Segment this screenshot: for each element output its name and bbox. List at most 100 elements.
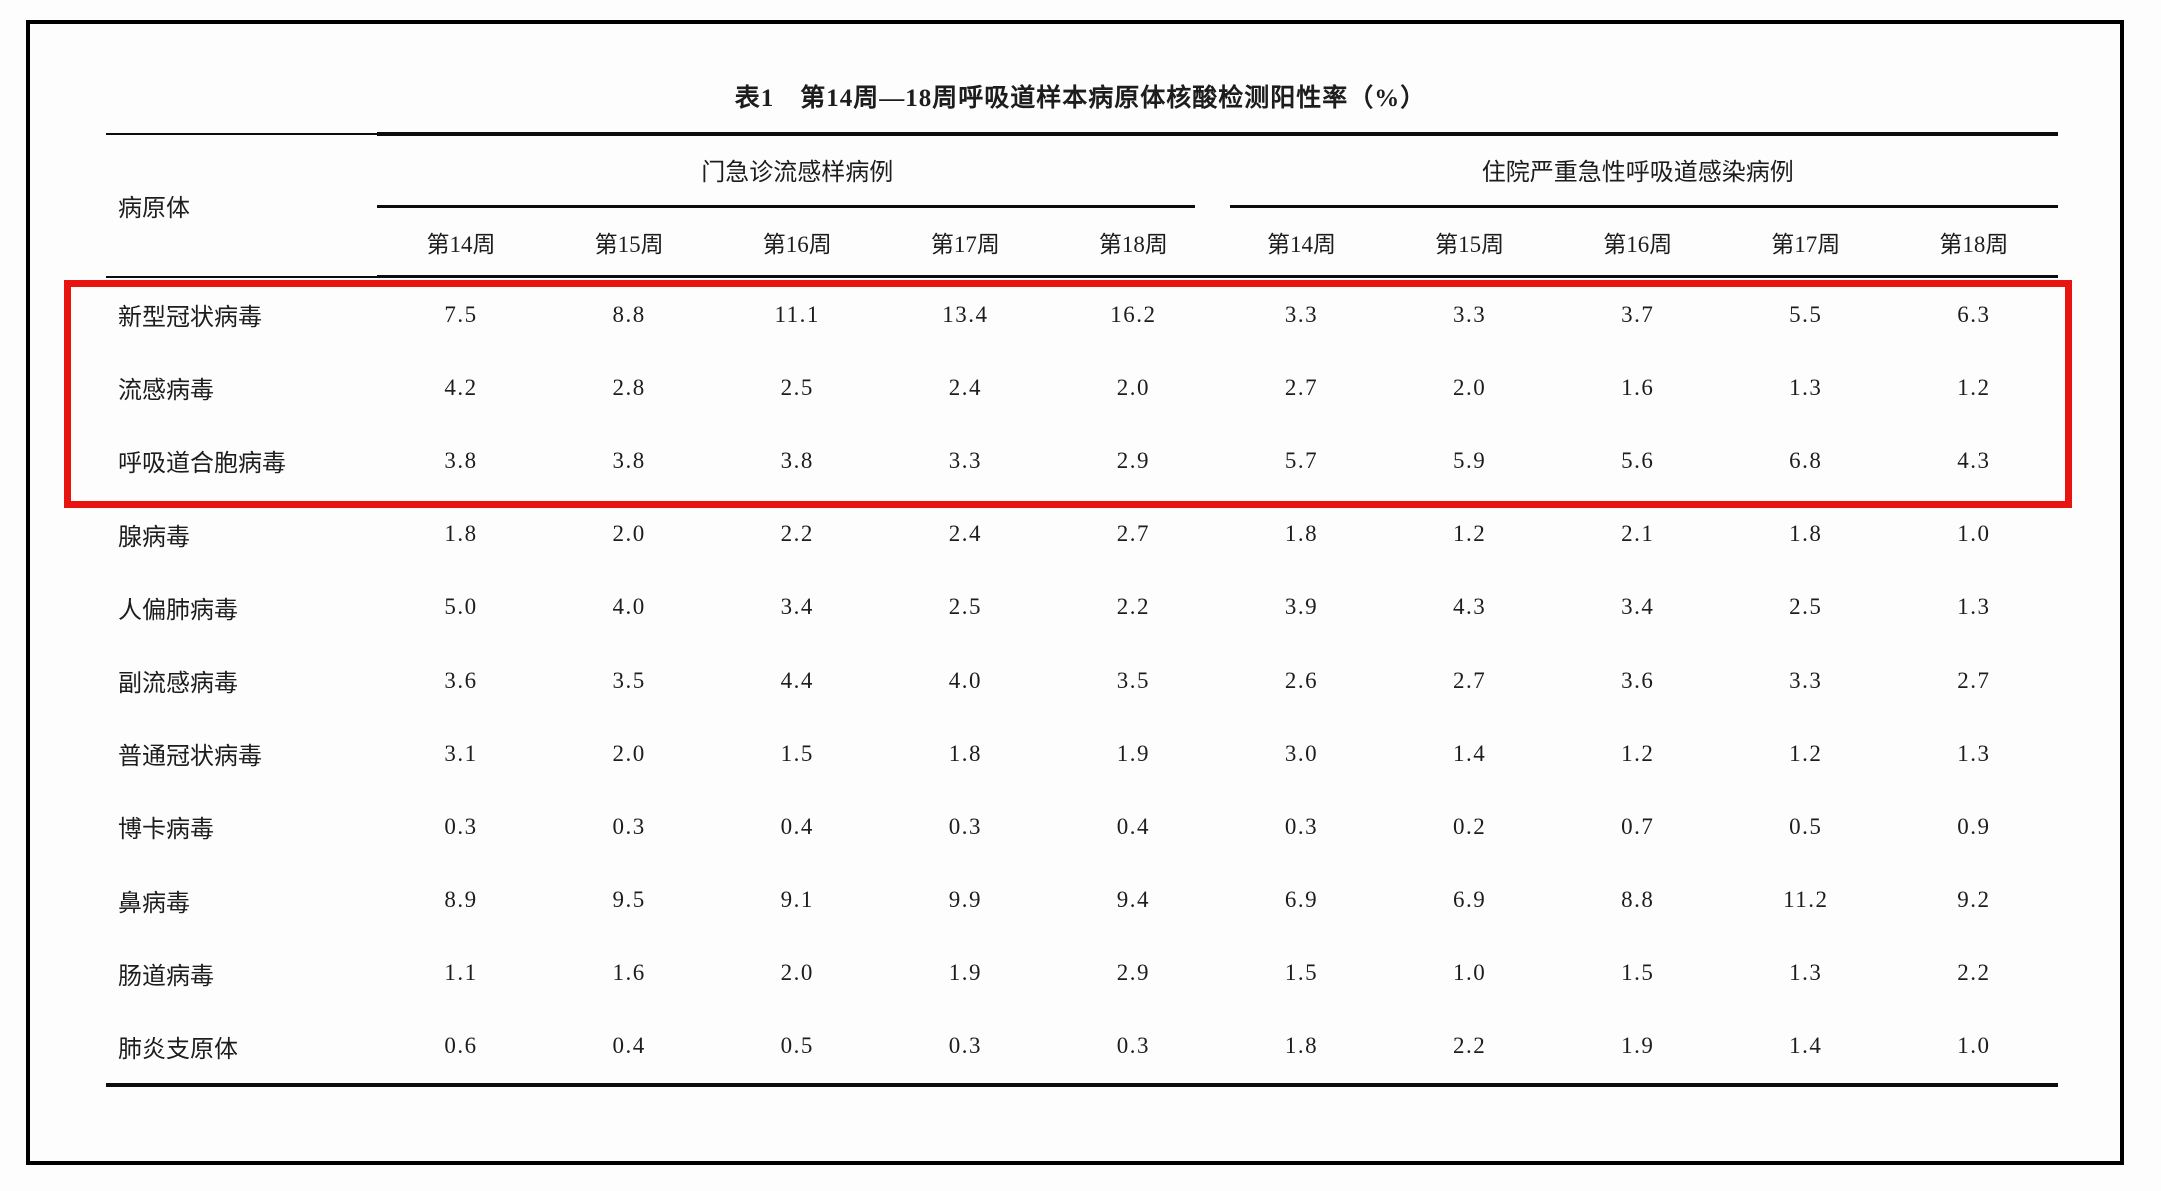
- value-cell: 0.3: [1284, 813, 1319, 839]
- value-cell: 6.3: [1957, 301, 1991, 327]
- value-cell: 1.9: [948, 960, 982, 986]
- pathogen-cell: 腺病毒: [118, 524, 190, 551]
- value-cell: 3.7: [1621, 301, 1655, 327]
- value-cell: 1.3: [1789, 960, 1823, 986]
- value-cell: 1.2: [1621, 740, 1655, 766]
- value-cell: 9.4: [1116, 887, 1151, 913]
- pathogen-cell: 肺炎支原体: [118, 1036, 238, 1063]
- value-cell: 0.4: [1116, 813, 1151, 839]
- value-cell: 1.4: [1452, 740, 1487, 766]
- value-cell: 2.8: [612, 374, 646, 400]
- week-header: 第18周: [1098, 231, 1168, 257]
- value-cell: 3.3: [948, 447, 982, 473]
- group1-underline: [377, 205, 1195, 208]
- week-header: 第14周: [426, 231, 496, 257]
- pathogen-cell: 呼吸道合胞病毒: [118, 451, 286, 478]
- value-cell: 8.8: [612, 301, 646, 327]
- value-cell: 1.4: [1789, 1033, 1823, 1059]
- group-header-outpatient-ili: 门急诊流感样病例: [701, 159, 894, 186]
- week-header: 第15周: [1435, 231, 1505, 257]
- value-cell: 1.2: [1452, 521, 1487, 547]
- table-body: 新型冠状病毒 7.5 8.8 11.1 13.4 16.2 3.3 3.3 3.7 5.5 6.3 流…: [106, 278, 2058, 1083]
- value-cell: 2.0: [612, 521, 646, 547]
- value-cell: 2.2: [1116, 594, 1151, 620]
- pathogen-cell: 副流感病毒: [118, 671, 238, 698]
- value-cell: 6.9: [1452, 887, 1487, 913]
- pathogen-column-header: 病原体: [118, 196, 190, 222]
- value-cell: 1.3: [1789, 374, 1823, 400]
- value-cell: 9.2: [1957, 887, 1991, 913]
- table-top-rule-right: [377, 132, 2058, 136]
- value-cell: 3.5: [612, 667, 646, 693]
- value-cell: 3.3: [1789, 667, 1823, 693]
- week-header: 第17周: [930, 231, 1000, 257]
- value-cell: 11.2: [1783, 887, 1829, 913]
- value-cell: 2.7: [1116, 521, 1151, 547]
- value-cell: 2.0: [1116, 374, 1151, 400]
- value-cell: 1.9: [1116, 740, 1151, 766]
- pathogen-cell: 流感病毒: [118, 378, 214, 405]
- value-cell: 13.4: [942, 301, 989, 327]
- value-cell: 1.1: [444, 960, 478, 986]
- value-cell: 16.2: [1110, 301, 1157, 327]
- value-cell: 3.6: [1621, 667, 1655, 693]
- value-cell: 4.3: [1452, 594, 1487, 620]
- value-cell: 2.6: [1284, 667, 1319, 693]
- value-cell: 5.0: [444, 594, 478, 620]
- value-cell: 3.1: [444, 740, 478, 766]
- value-cell: 9.9: [948, 887, 982, 913]
- pathogen-cell: 肠道病毒: [118, 963, 214, 990]
- value-cell: 1.8: [1284, 521, 1319, 547]
- value-cell: 3.4: [780, 594, 814, 620]
- value-cell: 1.2: [1789, 740, 1823, 766]
- value-cell: 0.7: [1621, 813, 1655, 839]
- table-top-rule-left: [106, 133, 377, 135]
- value-cell: 0.5: [780, 1033, 814, 1059]
- value-cell: 1.8: [1789, 521, 1823, 547]
- value-cell: 1.9: [1621, 1033, 1655, 1059]
- week-header: 第15周: [594, 231, 664, 257]
- value-cell: 4.0: [612, 594, 646, 620]
- value-cell: 1.0: [1957, 1033, 1991, 1059]
- header-bottom-rule-right: [377, 275, 2058, 278]
- value-cell: 5.9: [1452, 447, 1487, 473]
- value-cell: 11.1: [774, 301, 820, 327]
- value-cell: 2.9: [1116, 960, 1151, 986]
- value-cell: 2.9: [1116, 447, 1151, 473]
- value-cell: 0.4: [612, 1033, 646, 1059]
- value-cell: 1.5: [1621, 960, 1655, 986]
- table-title: 表1 第14周—18周呼吸道样本病原体核酸检测阳性率（%）: [734, 85, 1427, 112]
- value-cell: 1.8: [948, 740, 982, 766]
- value-cell: 4.2: [444, 374, 478, 400]
- value-cell: 2.7: [1284, 374, 1319, 400]
- value-cell: 2.4: [948, 374, 982, 400]
- value-cell: 2.5: [780, 374, 814, 400]
- value-cell: 0.3: [948, 813, 982, 839]
- value-cell: 0.2: [1452, 813, 1487, 839]
- group2-underline: [1230, 205, 2058, 208]
- week-header: 第18周: [1939, 231, 2009, 257]
- value-cell: 2.2: [1452, 1033, 1487, 1059]
- table-bottom-rule: [106, 1083, 2058, 1087]
- header-bottom-rule-left: [106, 276, 377, 278]
- value-cell: 1.6: [1621, 374, 1655, 400]
- value-cell: 1.5: [780, 740, 814, 766]
- value-cell: 0.3: [612, 813, 646, 839]
- group-header-hospitalized-sari: 住院严重急性呼吸道感染病例: [1481, 159, 1794, 186]
- value-cell: 2.0: [780, 960, 814, 986]
- value-cell: 1.5: [1284, 960, 1319, 986]
- value-cell: 0.4: [780, 813, 814, 839]
- value-cell: 1.0: [1957, 521, 1991, 547]
- value-cell: 9.5: [612, 887, 646, 913]
- week-header: 第16周: [1603, 231, 1673, 257]
- value-cell: 3.9: [1284, 594, 1319, 620]
- value-cell: 3.5: [1116, 667, 1151, 693]
- value-cell: 4.0: [948, 667, 982, 693]
- value-cell: 2.4: [948, 521, 982, 547]
- value-cell: 9.1: [780, 887, 814, 913]
- value-cell: 6.9: [1284, 887, 1319, 913]
- pathogen-cell: 普通冠状病毒: [118, 744, 262, 771]
- value-cell: 5.7: [1284, 447, 1319, 473]
- value-cell: 3.8: [612, 447, 646, 473]
